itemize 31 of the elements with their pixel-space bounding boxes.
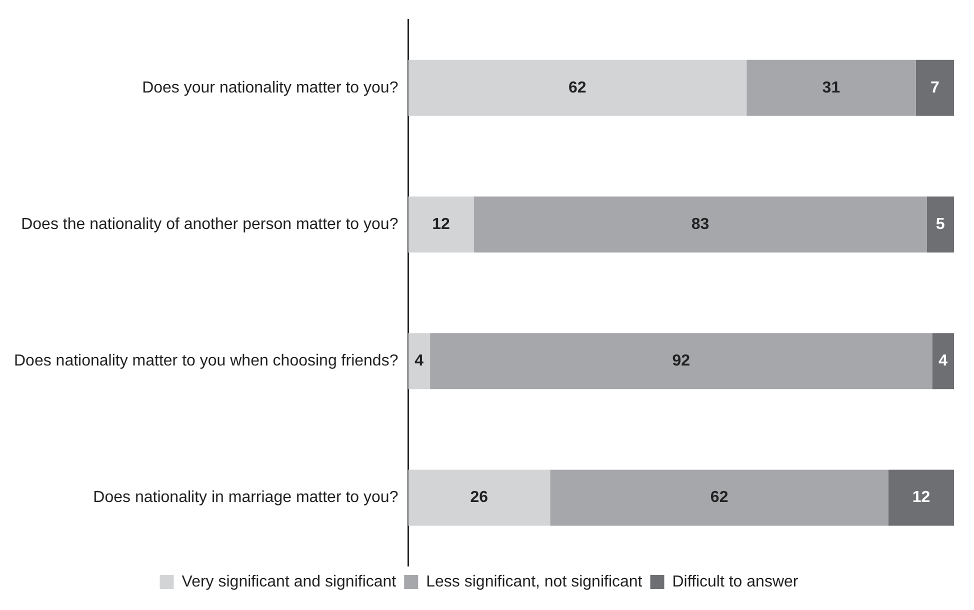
bar <box>408 333 430 390</box>
bar <box>408 196 474 253</box>
data-label: 62 <box>568 79 586 96</box>
bar <box>926 196 954 253</box>
bar <box>474 196 927 253</box>
data-label: 26 <box>470 489 488 506</box>
bar <box>932 333 954 390</box>
y-tick-label: Does the nationality of another person matter to you? <box>21 216 398 233</box>
y-tick-label: Does nationality matter to you when choosing friends? <box>14 352 398 370</box>
data-label: 62 <box>710 489 728 506</box>
bar <box>746 60 916 116</box>
bar <box>550 470 889 526</box>
legend-label: Very significant and significant <box>182 573 397 590</box>
data-label: 12 <box>432 216 450 233</box>
data-label: 4 <box>938 352 948 370</box>
bar <box>408 470 550 526</box>
data-label: 7 <box>930 79 940 96</box>
data-label: 83 <box>691 216 710 233</box>
data-label: 4 <box>414 352 424 370</box>
data-label: 5 <box>936 216 945 233</box>
data-label: 92 <box>672 352 690 370</box>
bar <box>916 60 954 116</box>
bar <box>430 333 932 390</box>
legend-label: Less significant, not significant <box>426 573 643 590</box>
y-tick-label: Does nationality in marriage matter to you? <box>93 489 398 506</box>
data-label: 12 <box>912 489 930 506</box>
bar <box>888 470 954 526</box>
data-label: 31 <box>822 79 840 96</box>
bar <box>408 60 747 116</box>
legend-label: Difficult to answer <box>672 573 799 590</box>
y-tick-label: Does your nationality matter to you? <box>142 79 398 96</box>
